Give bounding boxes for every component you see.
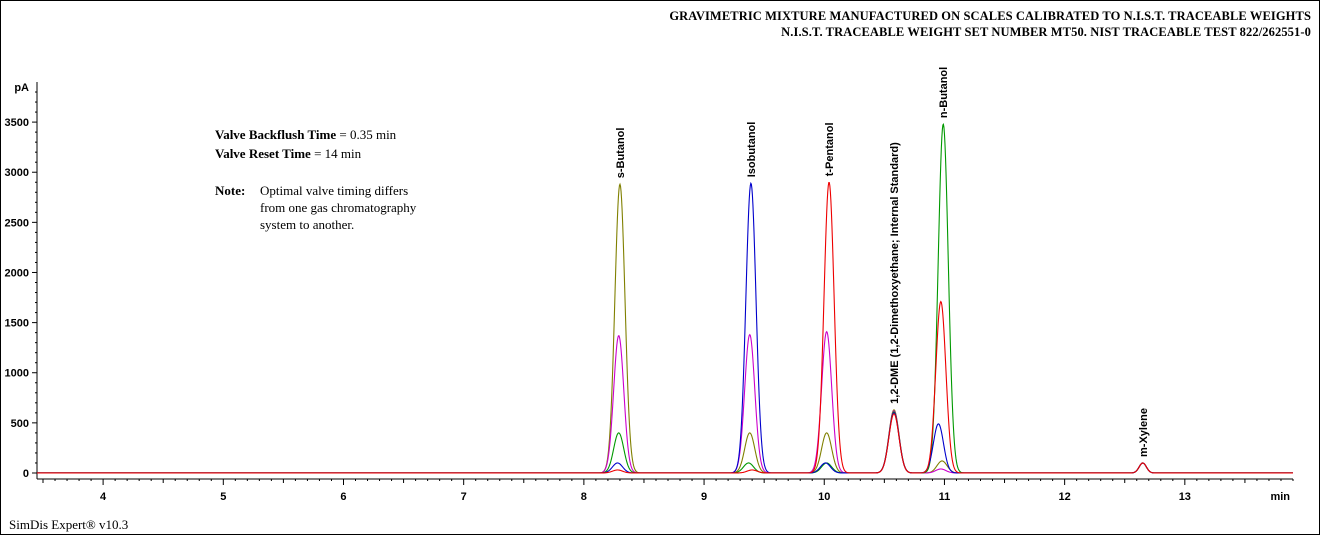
note-line-3: system to another. [260, 217, 355, 232]
y-tick-label: 1500 [5, 318, 29, 330]
note-label: Note: [215, 183, 246, 198]
software-version: SimDis Expert® v10.3 [9, 517, 129, 532]
x-tick-label: 10 [818, 491, 830, 503]
reset-time-text: Valve Reset Time = 14 min [215, 146, 361, 162]
x-tick-label: 6 [340, 491, 346, 503]
x-tick-label: 8 [581, 491, 587, 503]
peak-label: Isobutanol [746, 122, 758, 178]
peak-label: 1,2-DME (1,2-Dimethoxyethane; Internal S… [889, 142, 901, 404]
y-tick-label: 1000 [5, 368, 29, 380]
peak-label: s-Butanol [615, 128, 627, 179]
peak-label: t-Pentanol [824, 122, 836, 176]
y-tick-label: 0 [23, 468, 29, 480]
y-tick-label: 500 [11, 418, 29, 430]
x-axis-label: min [1270, 491, 1290, 503]
y-tick-label: 3500 [5, 117, 29, 129]
backflush-value: = 0.35 min [336, 127, 397, 142]
y-axis-label: pA [14, 82, 29, 94]
backflush-time-text: Valve Backflush Time = 0.35 min [215, 127, 396, 143]
x-tick-label: 13 [1179, 491, 1191, 503]
y-tick-label: 2500 [5, 217, 29, 229]
x-tick-label: 4 [100, 491, 107, 503]
trace-series-1 [37, 182, 1293, 474]
trace-series-4 [37, 181, 1293, 474]
peak-label: n-Butanol [938, 67, 950, 118]
peak-label: m-Xylene [1138, 408, 1150, 457]
y-tick-label: 2000 [5, 267, 29, 279]
y-tick-label: 3000 [5, 167, 29, 179]
reset-label: Valve Reset Time [215, 146, 311, 161]
x-tick-label: 9 [701, 491, 707, 503]
x-tick-label: 12 [1059, 491, 1071, 503]
x-tick-label: 7 [461, 491, 467, 503]
note-line-2: from one gas chromatography [260, 200, 417, 215]
note-line-1: Optimal valve timing differs [260, 183, 409, 198]
header-line-2: N.I.S.T. TRACEABLE WEIGHT SET NUMBER MT5… [781, 25, 1311, 39]
header-line-1: GRAVIMETRIC MIXTURE MANUFACTURED ON SCAL… [669, 9, 1311, 23]
reset-value: = 14 min [310, 146, 362, 161]
trace-series-2 [37, 330, 1293, 474]
x-tick-label: 5 [220, 491, 226, 503]
x-tick-label: 11 [939, 491, 951, 503]
backflush-label: Valve Backflush Time [215, 127, 337, 142]
trace-series-5 [37, 182, 1293, 474]
trace-series-3 [37, 122, 1293, 474]
